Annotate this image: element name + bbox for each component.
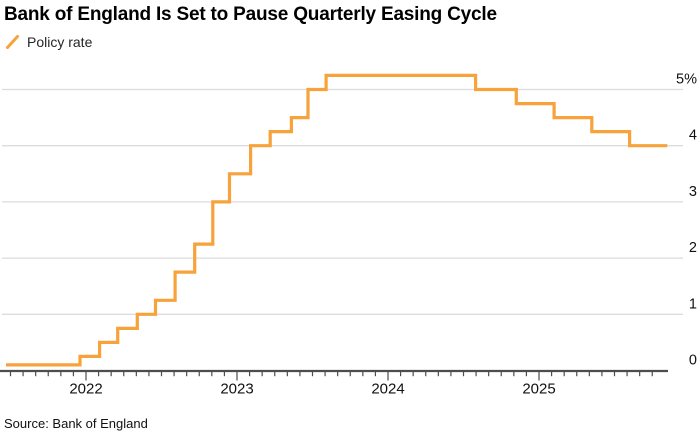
- y-axis-tick-label: 3: [689, 184, 697, 200]
- policy-rate-swatch-icon: [6, 35, 19, 49]
- chart-title: Bank of England Is Set to Pause Quarterl…: [4, 4, 497, 25]
- y-axis-tick-label: 4: [689, 128, 697, 144]
- legend: Policy rate: [5, 34, 92, 50]
- x-axis-year-label: 2024: [371, 381, 404, 398]
- y-axis-tick-label: 5%: [676, 72, 697, 88]
- source-note: Source: Bank of England: [4, 416, 148, 431]
- legend-label: Policy rate: [27, 34, 93, 50]
- y-axis-tick-label: 0: [689, 353, 697, 369]
- x-axis-year-label: 2025: [522, 381, 555, 398]
- policy-rate-line: [6, 73, 668, 367]
- y-axis-tick-label: 1: [689, 296, 697, 312]
- x-axis-year-label: 2022: [69, 381, 102, 398]
- y-axis-tick-label: 2: [689, 240, 697, 256]
- x-axis-year-label: 2023: [220, 381, 253, 398]
